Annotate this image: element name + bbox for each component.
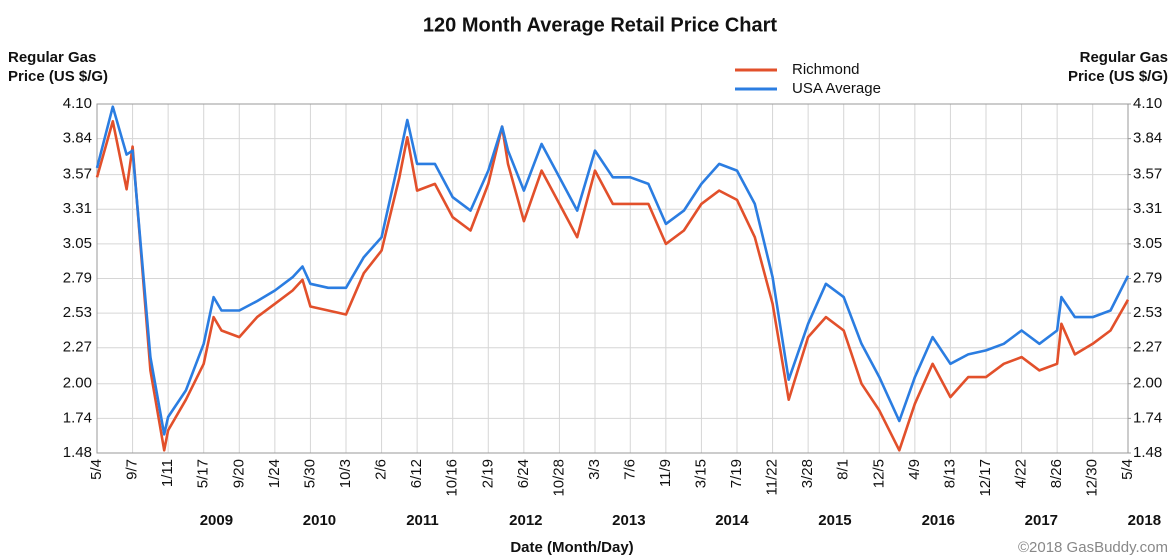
year-label: 2012 (509, 512, 542, 529)
legend-label: Richmond (792, 61, 860, 78)
x-tick-label: 11/9 (657, 459, 674, 487)
price-line (95, 105, 1130, 436)
year-label: 2009 (200, 512, 233, 529)
y2-axis-label: Price (US $/G) (1068, 68, 1168, 85)
x-tick-label: 4/22 (1013, 459, 1030, 488)
x-tick-label: 7/19 (728, 459, 745, 488)
x-tick-label: 10/28 (550, 459, 567, 497)
x-tick-label: 10/3 (337, 459, 354, 488)
x-tick-label: 5/4 (1119, 459, 1136, 480)
x-tick-label: 6/12 (408, 459, 425, 488)
x-tick-label: 2/6 (373, 459, 390, 480)
x-tick-label: 8/13 (941, 459, 958, 488)
y-tick-label: 1.74 (63, 409, 92, 426)
x-tick-label: 8/26 (1048, 459, 1065, 488)
y2-tick-label: 1.74 (1133, 409, 1162, 426)
x-tick-label: 5/17 (195, 459, 212, 488)
credit: ©2018 GasBuddy.com (1018, 539, 1168, 556)
y2-tick-label: 2.79 (1133, 269, 1162, 286)
x-tick-label: 9/7 (124, 459, 141, 480)
x-tick-label: 5/4 (88, 459, 105, 480)
y2-tick-label: 2.27 (1133, 339, 1162, 356)
y2-tick-label: 3.05 (1133, 235, 1162, 252)
y-tick-label: 3.31 (63, 200, 92, 217)
y2-tick-label: 1.48 (1133, 444, 1162, 461)
y-tick-label: 4.10 (63, 95, 92, 112)
y-axis-label: Regular Gas (8, 49, 96, 66)
x-tick-label: 2/19 (479, 459, 496, 488)
x-axis-label: Date (Month/Day) (510, 539, 633, 556)
x-tick-label: 3/28 (799, 459, 816, 488)
year-label: 2011 (406, 512, 439, 529)
year-label: 2010 (303, 512, 336, 529)
y2-tick-label: 2.53 (1133, 304, 1162, 321)
year-label: 2015 (818, 512, 851, 529)
y-tick-label: 1.48 (63, 444, 92, 461)
y2-tick-label: 3.57 (1133, 166, 1162, 183)
x-tick-label: 12/30 (1084, 459, 1101, 497)
year-label: 2016 (922, 512, 955, 529)
legend-label: USA Average (792, 80, 881, 97)
x-tick-label: 1/24 (266, 459, 283, 488)
x-tick-label: 12/17 (977, 459, 994, 497)
x-tick-label: 4/9 (906, 459, 923, 480)
y-tick-label: 2.00 (63, 375, 92, 392)
x-tick-label: 3/15 (692, 459, 709, 488)
y-tick-label: 3.84 (63, 130, 92, 147)
y2-axis-label: Regular Gas (1080, 49, 1168, 66)
y-tick-label: 3.57 (63, 166, 92, 183)
y2-tick-label: 2.00 (1133, 375, 1162, 392)
year-label: 2013 (612, 512, 645, 529)
y-tick-label: 2.79 (63, 269, 92, 286)
y-tick-label: 2.53 (63, 304, 92, 321)
y2-tick-label: 4.10 (1133, 95, 1162, 112)
x-tick-label: 12/5 (870, 459, 887, 488)
year-label: 2018 (1128, 512, 1161, 529)
y-tick-label: 3.05 (63, 235, 92, 252)
x-tick-label: 7/6 (621, 459, 638, 480)
x-tick-label: 1/11 (159, 459, 176, 487)
x-tick-label: 3/3 (586, 459, 603, 480)
y-tick-label: 2.27 (63, 339, 92, 356)
x-tick-label: 6/24 (515, 459, 532, 488)
y-axis-label: Price (US $/G) (8, 68, 108, 85)
x-tick-label: 9/20 (230, 459, 247, 488)
x-tick-label: 11/22 (764, 459, 781, 495)
y2-tick-label: 3.31 (1133, 200, 1162, 217)
x-tick-label: 8/1 (835, 459, 852, 480)
chart-title: 120 Month Average Retail Price Chart (423, 14, 778, 36)
year-label: 2017 (1025, 512, 1058, 529)
x-tick-label: 5/30 (301, 459, 318, 488)
x-tick-label: 10/16 (444, 459, 461, 497)
price-line (95, 120, 1130, 452)
year-label: 2014 (715, 512, 749, 529)
y2-tick-label: 3.84 (1133, 130, 1162, 147)
